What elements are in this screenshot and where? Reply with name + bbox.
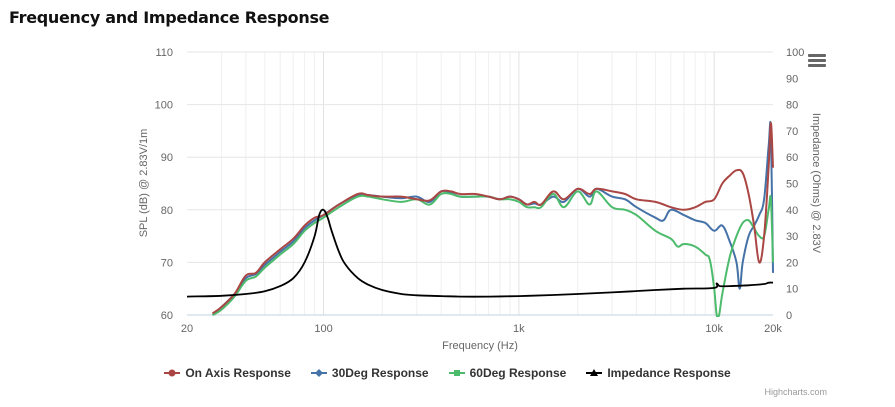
series-line-60deg-response (212, 190, 774, 317)
y2-tick-label: 100 (786, 47, 804, 59)
legend-label: On Axis Response (185, 366, 291, 380)
legend-marker-diamond-icon (310, 369, 327, 377)
x-tick-label: 20 (181, 323, 193, 335)
legend-marker-square-icon (448, 370, 465, 376)
x-tick-label: 1k (513, 323, 525, 335)
y2-tick-label: 30 (786, 231, 798, 243)
y2-axis-title: Impedance (Ohms) @ 2.83V (810, 113, 822, 254)
y-tick-label: 80 (161, 205, 173, 217)
legend-item-30deg[interactable]: 30Deg Response (310, 366, 429, 380)
legend-item-on-axis[interactable]: On Axis Response (164, 366, 291, 380)
y2-tick-label: 90 (786, 73, 798, 85)
y-tick-label: 110 (155, 47, 173, 59)
legend-item-60deg[interactable]: 60Deg Response (448, 366, 567, 380)
y-tick-label: 60 (161, 310, 173, 322)
legend-label: Impedance Response (607, 366, 731, 380)
legend-marker-triangle-icon (586, 369, 603, 376)
y2-tick-label: 20 (786, 257, 798, 269)
legend-marker-circle-icon (164, 369, 181, 377)
x-tick-label: 100 (314, 323, 332, 335)
series-line-30deg-response (211, 121, 774, 316)
x-axis-title: Frequency (Hz) (442, 340, 518, 352)
y2-tick-label: 40 (786, 205, 798, 217)
y2-tick-label: 50 (786, 179, 798, 191)
series-line-on-axis-response (211, 122, 774, 315)
grid (187, 51, 773, 316)
y2-tick-label: 0 (786, 310, 792, 322)
y2-tick-label: 80 (786, 100, 798, 112)
series (187, 121, 774, 317)
x-tick-label: 20k (764, 323, 782, 335)
y-axis-title: SPL (dB) @ 2.83V/1m (138, 129, 150, 238)
y-tick-label: 90 (161, 152, 173, 164)
credits-link[interactable]: Highcharts.com (764, 387, 827, 397)
legend-label: 30Deg Response (331, 366, 429, 380)
tick-labels: 20 100 1k 10k 20k 60 70 80 90 100 110 0 10 20 30 40 50 60… (155, 47, 805, 335)
y2-tick-label: 60 (786, 152, 798, 164)
legend-label: 60Deg Response (469, 366, 567, 380)
y2-tick-label: 70 (786, 126, 798, 138)
y-tick-label: 100 (155, 100, 173, 112)
chart-menu-icon[interactable] (808, 54, 826, 70)
legend: On Axis Response 30Deg Response 60Deg Re… (0, 366, 895, 380)
legend-item-impedance[interactable]: Impedance Response (586, 366, 731, 380)
page-title: Frequency and Impedance Response (9, 8, 330, 27)
x-tick-label: 10k (705, 323, 723, 335)
y2-tick-label: 10 (786, 284, 798, 296)
series-line-impedance-response (187, 208, 774, 298)
y-tick-label: 70 (161, 257, 173, 269)
